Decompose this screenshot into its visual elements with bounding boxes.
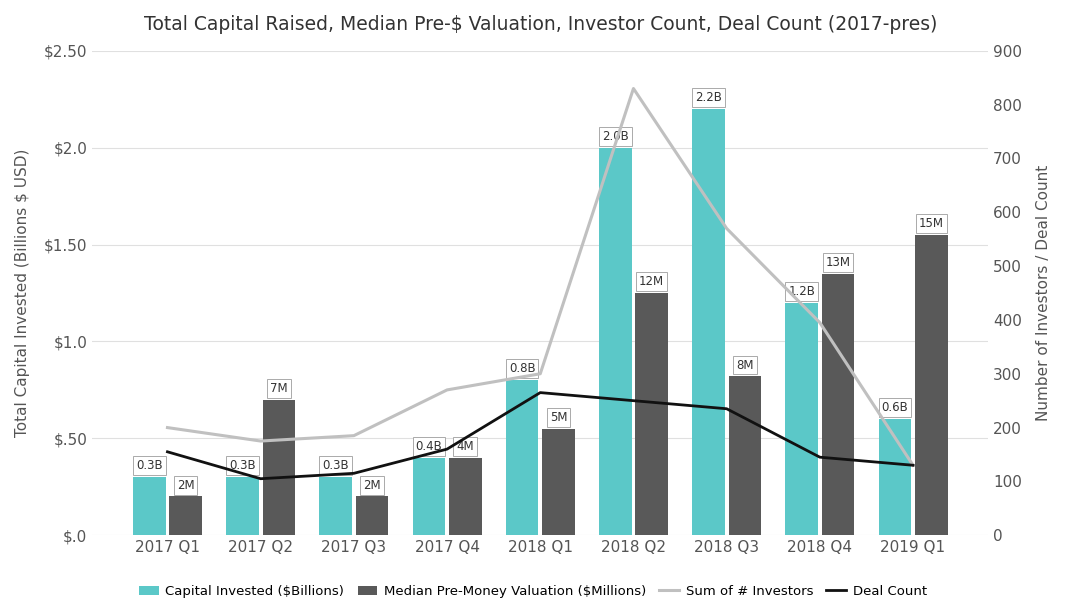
Bar — [822, 273, 854, 535]
Text: 15M: 15M — [919, 217, 943, 230]
Bar — [320, 477, 352, 535]
Bar — [169, 497, 201, 535]
Sum of # Investors — [907, 462, 920, 469]
Bar — [505, 380, 538, 535]
Text: 2M: 2M — [177, 479, 194, 492]
Text: 2M: 2M — [364, 479, 381, 492]
Deal Count — [907, 462, 920, 469]
Line: Deal Count: Deal Count — [167, 392, 914, 479]
Deal Count — [721, 405, 733, 413]
Text: 13M: 13M — [825, 256, 851, 269]
Text: 0.3B: 0.3B — [136, 459, 163, 472]
Line: Sum of # Investors: Sum of # Investors — [167, 88, 914, 465]
Text: 8M: 8M — [736, 359, 754, 371]
Bar — [786, 303, 818, 535]
Bar — [915, 235, 948, 535]
Sum of # Investors — [534, 370, 547, 378]
Text: 4M: 4M — [456, 440, 474, 453]
Deal Count — [161, 448, 174, 455]
Text: 2.2B: 2.2B — [695, 91, 722, 104]
Deal Count — [813, 454, 826, 461]
Text: 0.8B: 0.8B — [508, 362, 535, 375]
Text: 0.6B: 0.6B — [882, 401, 908, 414]
Bar — [692, 109, 725, 535]
Text: 0.3B: 0.3B — [322, 459, 349, 472]
Bar — [413, 458, 446, 535]
Bar — [133, 477, 165, 535]
Bar — [635, 293, 668, 535]
Deal Count — [348, 470, 360, 477]
Sum of # Investors — [161, 424, 174, 432]
Text: 2.0B: 2.0B — [602, 130, 629, 143]
Sum of # Investors — [255, 437, 268, 444]
Bar — [356, 497, 388, 535]
Text: 7M: 7M — [270, 382, 288, 395]
Bar — [878, 419, 911, 535]
Deal Count — [627, 397, 640, 405]
Deal Count — [534, 389, 547, 396]
Sum of # Investors — [813, 319, 826, 326]
Bar — [226, 477, 259, 535]
Bar — [449, 458, 482, 535]
Title: Total Capital Raised, Median Pre-$ Valuation, Investor Count, Deal Count (2017-p: Total Capital Raised, Median Pre-$ Valua… — [144, 15, 937, 34]
Legend: Capital Invested ($Billions), Median Pre-Money Valuation ($Millions), Sum of # I: Capital Invested ($Billions), Median Pre… — [133, 580, 933, 603]
Y-axis label: Total Capital Invested (Billions $ USD): Total Capital Invested (Billions $ USD) — [15, 149, 30, 437]
Text: 0.4B: 0.4B — [416, 440, 442, 453]
Sum of # Investors — [348, 432, 360, 440]
Sum of # Investors — [627, 85, 640, 92]
Bar — [728, 376, 761, 535]
Text: 5M: 5M — [550, 411, 567, 424]
Y-axis label: Number of Investors / Deal Count: Number of Investors / Deal Count — [1036, 165, 1051, 421]
Deal Count — [255, 475, 268, 482]
Deal Count — [440, 446, 453, 453]
Bar — [543, 428, 575, 535]
Text: 0.3B: 0.3B — [229, 459, 256, 472]
Bar — [262, 400, 295, 535]
Text: 12M: 12M — [639, 275, 664, 288]
Text: 1.2B: 1.2B — [788, 285, 815, 298]
Bar — [599, 148, 631, 535]
Sum of # Investors — [440, 386, 453, 394]
Sum of # Investors — [721, 225, 733, 232]
